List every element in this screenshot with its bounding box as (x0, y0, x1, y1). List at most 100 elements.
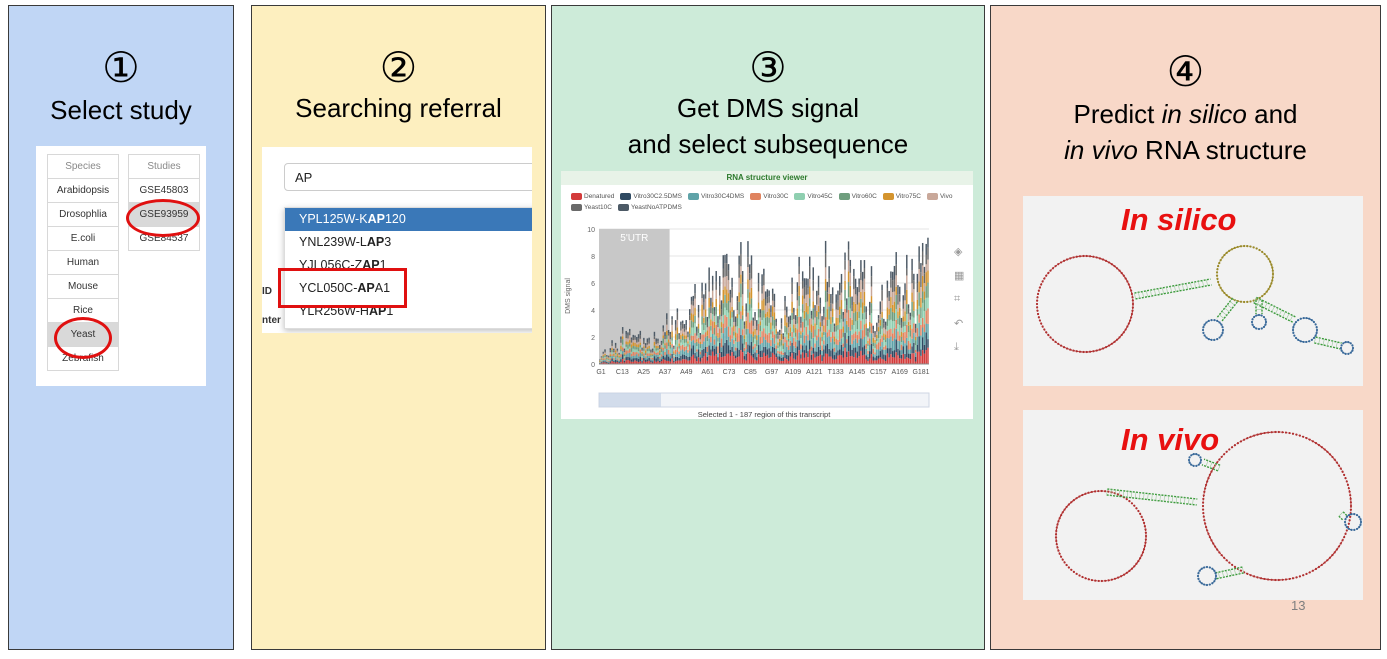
rna-base (1049, 336, 1052, 339)
bar-segment (701, 304, 703, 317)
bar-segment (877, 315, 880, 319)
bar-segment (787, 327, 790, 333)
bar-segment (846, 312, 848, 321)
search-result-item-highlighted[interactable]: YCL050C-APA1 (299, 281, 391, 295)
legend-item[interactable]: Yeast10C (571, 202, 612, 213)
search-input[interactable]: AP (284, 163, 532, 191)
rna-base (1351, 349, 1354, 352)
bar-segment (828, 336, 830, 349)
rna-base (1047, 272, 1050, 275)
bar-segment (828, 287, 830, 294)
rna-stem-strand (1134, 278, 1211, 294)
legend-item[interactable]: Vitro75C (882, 191, 921, 202)
chart-bar (865, 306, 867, 364)
legend-item[interactable]: Vitro30C4DMS (688, 191, 744, 202)
layers-icon[interactable]: ◈ (954, 246, 963, 258)
bar-segment (927, 282, 929, 298)
chart-bar (637, 334, 640, 364)
bar-segment (738, 314, 740, 329)
bar-segment (779, 353, 781, 357)
rna-base (1277, 430, 1280, 434)
chart-bar (920, 263, 922, 364)
rna-base-pair (1135, 492, 1137, 499)
bar-segment (784, 352, 786, 359)
species-item[interactable]: Mouse (47, 275, 119, 299)
rna-base (1211, 567, 1214, 570)
rna-base (1210, 338, 1213, 341)
bar-segment (625, 354, 627, 358)
legend-item[interactable]: Vivo (926, 191, 952, 202)
chart-bar (893, 265, 896, 364)
species-item[interactable]: Arabidopsis (47, 179, 119, 203)
bar-segment (798, 295, 800, 306)
rna-base (1213, 580, 1216, 583)
bar-segment (713, 355, 716, 364)
bar-segment (831, 316, 834, 323)
rna-base (1197, 454, 1200, 457)
legend-item[interactable]: Vitro45C (794, 191, 833, 202)
bar-segment (657, 352, 659, 355)
bar-segment (869, 301, 871, 308)
search-result-item[interactable]: YPL125W-KAP120 (285, 208, 532, 231)
bar-segment (856, 287, 859, 296)
legend-item[interactable]: Vitro30C (750, 191, 788, 202)
grid-icon[interactable]: ▦ (954, 270, 965, 282)
bar-segment (879, 346, 882, 352)
bar-segment (876, 322, 878, 326)
bar-segment (816, 310, 818, 317)
bar-segment (831, 303, 834, 309)
bar-segment (839, 354, 841, 364)
legend-item[interactable]: Denatured (571, 191, 614, 202)
legend-item[interactable]: YeastNoATPDMS (617, 202, 682, 213)
bar-segment (777, 331, 779, 336)
undo-icon[interactable]: ↶ (954, 318, 964, 330)
species-item[interactable]: E.coli (47, 227, 119, 251)
chart-bar (791, 277, 793, 364)
bar-segment (664, 336, 666, 340)
bar-segment (701, 324, 703, 335)
bar-segment (651, 352, 654, 355)
rna-base-pair (1230, 569, 1232, 576)
bar-segment (636, 354, 638, 359)
species-item[interactable]: Drosophlia (47, 203, 119, 227)
rna-base (1143, 525, 1146, 528)
bar-segment (653, 339, 656, 342)
legend-item[interactable]: Vitro30C2.5DMS (620, 191, 682, 202)
download-icon[interactable]: ⤓ (954, 341, 959, 353)
legend-item[interactable]: Vitro60C (838, 191, 877, 202)
crop-icon[interactable]: ⌗ (954, 293, 961, 305)
bar-segment (680, 342, 682, 346)
search-result-item[interactable]: YNL239W-LAP3 (299, 235, 392, 249)
rna-base (1222, 453, 1226, 456)
bar-segment (717, 316, 719, 324)
bar-segment (759, 357, 762, 364)
bar-segment (706, 356, 709, 361)
bar-segment (810, 324, 813, 333)
bar-segment (704, 283, 707, 291)
rna-base (1098, 348, 1101, 351)
bar-segment (736, 318, 739, 327)
bar-segment (872, 342, 874, 347)
step-panel-search: ② Searching referral AP ID nter YPL125W-… (251, 5, 546, 650)
rna-base (1305, 316, 1308, 320)
bar-segment (823, 319, 825, 326)
chart-bar (620, 336, 622, 364)
step-panel-select-study: ① Select study Species Arabidopsis Droso… (8, 5, 234, 650)
rna-base (1256, 433, 1259, 436)
bar-segment (611, 345, 613, 349)
x-tick-label: C85 (744, 369, 757, 376)
bar-segment (819, 303, 822, 314)
species-item[interactable]: Human (47, 251, 119, 275)
bar-segment (927, 297, 929, 309)
bar-segment (835, 352, 837, 359)
bar-segment (780, 339, 783, 346)
bar-segment (641, 348, 643, 351)
rna-base (1221, 326, 1224, 329)
rna-base (1100, 489, 1103, 493)
chart-bar (644, 343, 647, 364)
bar-segment (851, 305, 853, 312)
bar-segment (625, 334, 627, 339)
bar-segment (719, 337, 721, 343)
bar-segment (733, 351, 735, 357)
